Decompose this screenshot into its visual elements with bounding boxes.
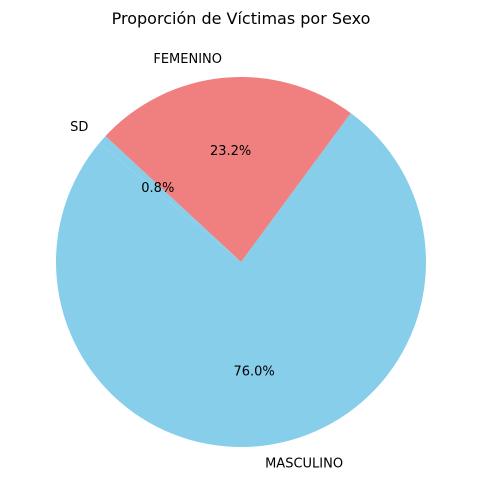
pie-slice-masculino <box>55 113 427 448</box>
slice-label-femenino: FEMENINO <box>153 52 222 67</box>
pie-slices <box>55 77 427 448</box>
slice-pct-femenino: 23.2% <box>210 144 251 159</box>
slice-pct-masculino: 76.0% <box>233 365 274 380</box>
pie-slice-sd <box>99 136 242 262</box>
pie-slice-femenino <box>105 77 351 262</box>
pie-labels: MASCULINO 76.0% FEMENINO 23.2% SD 0.8% <box>70 52 343 472</box>
slice-pct-sd: 0.8% <box>141 181 174 196</box>
slice-label-masculino: MASCULINO <box>265 457 343 472</box>
chart-title: Proporción de Víctimas por Sexo <box>112 9 371 28</box>
slice-label-sd: SD <box>70 120 88 135</box>
